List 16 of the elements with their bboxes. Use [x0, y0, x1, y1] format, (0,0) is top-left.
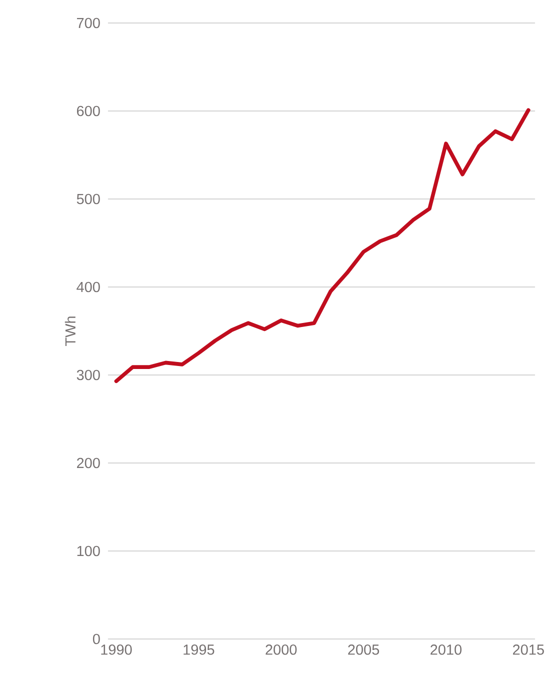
- x-tick-label: 1990: [101, 644, 132, 655]
- y-tick-label: 700: [77, 18, 100, 28]
- y-tick-label: 100: [77, 546, 100, 556]
- y-tick-label: 300: [76, 370, 100, 380]
- x-tick-label: 2005: [348, 644, 380, 655]
- x-tick-label: 2010: [430, 644, 462, 655]
- y-tick-label: 400: [76, 282, 100, 292]
- x-tick-label: 2015: [513, 644, 544, 655]
- y-axis-title: TWh: [64, 316, 76, 346]
- y-tick-label: 500: [76, 194, 100, 204]
- y-tick-label: 200: [77, 458, 100, 468]
- x-tick-label: 2000: [266, 644, 297, 655]
- x-tick-label: 1995: [184, 644, 214, 655]
- y-tick-label: 600: [77, 106, 100, 116]
- y-tick-label: 0: [92, 634, 100, 644]
- line-series: [114, 108, 530, 384]
